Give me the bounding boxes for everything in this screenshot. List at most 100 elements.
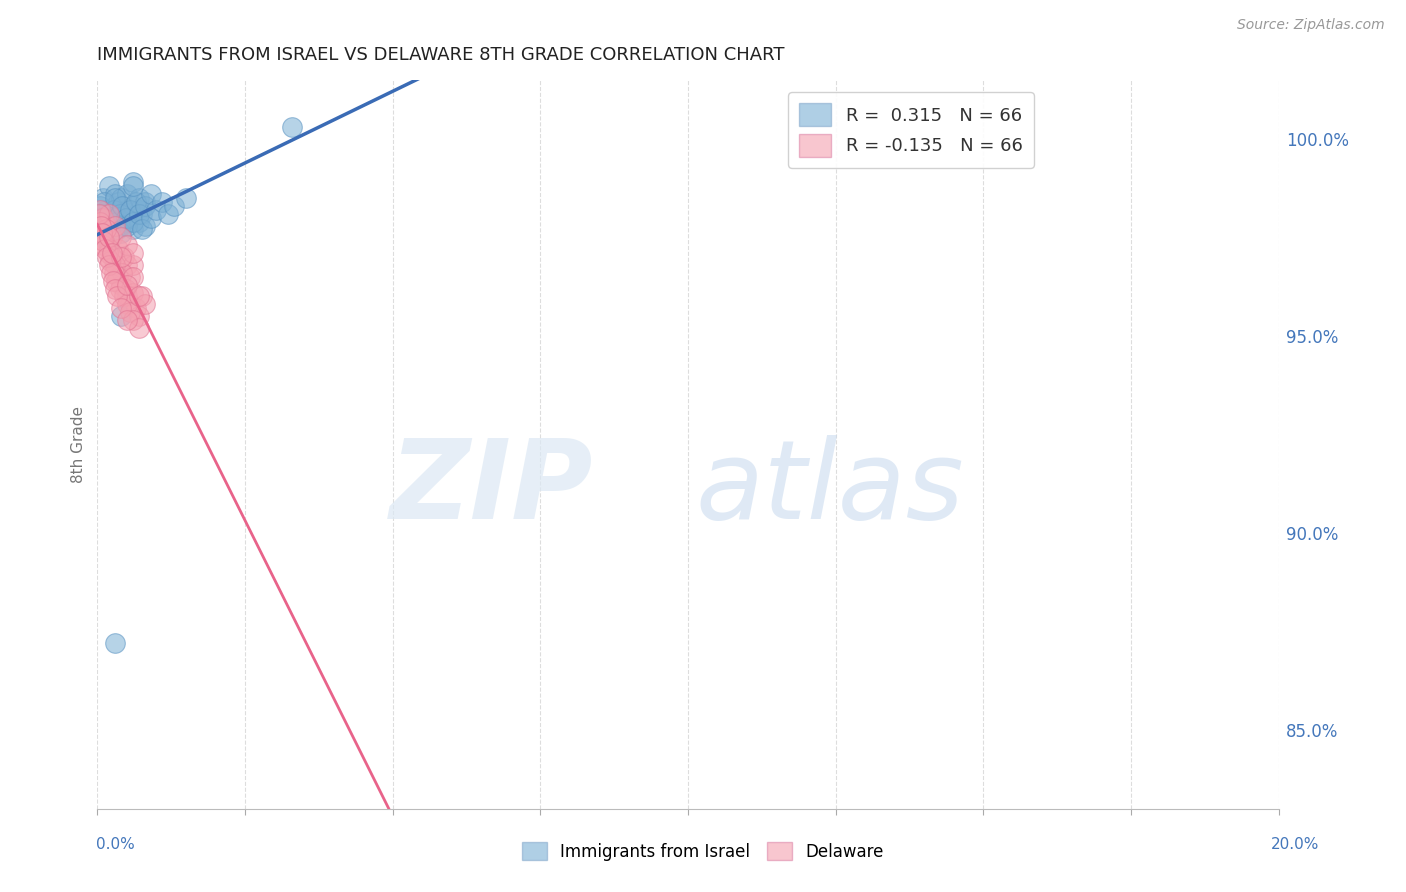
Point bbox=[96, 202, 118, 217]
Point bbox=[131, 222, 153, 236]
Point bbox=[112, 250, 135, 264]
Point bbox=[104, 191, 127, 205]
Point bbox=[101, 230, 124, 244]
Point bbox=[96, 219, 118, 233]
Point bbox=[97, 211, 120, 225]
Point bbox=[110, 309, 132, 323]
Point bbox=[104, 199, 127, 213]
Point bbox=[101, 246, 124, 260]
Point bbox=[110, 277, 132, 292]
Point bbox=[114, 211, 136, 225]
Point bbox=[107, 242, 129, 256]
Point bbox=[139, 186, 162, 201]
Point bbox=[104, 258, 127, 272]
Legend: R =  0.315   N = 66, R = -0.135   N = 66: R = 0.315 N = 66, R = -0.135 N = 66 bbox=[787, 93, 1033, 168]
Point bbox=[115, 297, 138, 311]
Point bbox=[101, 227, 124, 241]
Text: IMMIGRANTS FROM ISRAEL VS DELAWARE 8TH GRADE CORRELATION CHART: IMMIGRANTS FROM ISRAEL VS DELAWARE 8TH G… bbox=[97, 46, 785, 64]
Point bbox=[131, 207, 153, 221]
Point bbox=[98, 254, 121, 268]
Point bbox=[101, 207, 124, 221]
Point bbox=[121, 285, 143, 300]
Point bbox=[110, 250, 132, 264]
Point bbox=[118, 297, 141, 311]
Point bbox=[115, 214, 138, 228]
Point bbox=[145, 202, 167, 217]
Point bbox=[128, 309, 150, 323]
Point bbox=[108, 282, 131, 296]
Point bbox=[118, 202, 141, 217]
Point bbox=[91, 227, 114, 241]
Y-axis label: 8th Grade: 8th Grade bbox=[72, 406, 86, 483]
Point bbox=[115, 258, 138, 272]
Point bbox=[121, 258, 143, 272]
Point bbox=[110, 191, 132, 205]
Point bbox=[115, 202, 138, 217]
Point bbox=[115, 313, 138, 327]
Point bbox=[104, 258, 127, 272]
Point bbox=[91, 235, 114, 249]
Point bbox=[121, 269, 143, 284]
Point bbox=[94, 242, 117, 256]
Point bbox=[118, 305, 141, 319]
Point bbox=[111, 266, 134, 280]
Point bbox=[93, 214, 115, 228]
Point bbox=[104, 219, 127, 233]
Point bbox=[91, 211, 114, 225]
Point bbox=[128, 202, 150, 217]
Point bbox=[115, 238, 138, 252]
Point bbox=[91, 227, 114, 241]
Point bbox=[115, 186, 138, 201]
Point bbox=[97, 246, 120, 260]
Point bbox=[118, 269, 141, 284]
Point bbox=[98, 238, 121, 252]
Point bbox=[90, 211, 112, 225]
Point bbox=[93, 194, 115, 209]
Point bbox=[105, 214, 128, 228]
Point bbox=[91, 219, 114, 233]
Point bbox=[91, 191, 114, 205]
Point bbox=[89, 214, 111, 228]
Point bbox=[91, 219, 114, 233]
Point bbox=[98, 242, 121, 256]
Point bbox=[134, 194, 156, 209]
Point bbox=[107, 194, 129, 209]
Point bbox=[104, 214, 127, 228]
Point bbox=[101, 274, 124, 288]
Point bbox=[107, 222, 129, 236]
Point bbox=[98, 207, 121, 221]
Point bbox=[89, 211, 111, 225]
Text: Source: ZipAtlas.com: Source: ZipAtlas.com bbox=[1237, 19, 1385, 32]
Text: ZIP: ZIP bbox=[389, 434, 593, 541]
Point bbox=[96, 222, 118, 236]
Point bbox=[121, 175, 143, 189]
Point bbox=[128, 191, 150, 205]
Point bbox=[134, 297, 156, 311]
Point bbox=[91, 207, 114, 221]
Point bbox=[91, 227, 114, 241]
Point bbox=[105, 274, 128, 288]
Point bbox=[98, 179, 121, 194]
Point bbox=[89, 199, 111, 213]
Point bbox=[96, 250, 118, 264]
Point bbox=[128, 321, 150, 335]
Point bbox=[103, 202, 125, 217]
Point bbox=[89, 202, 111, 217]
Point bbox=[93, 235, 115, 249]
Point bbox=[105, 289, 128, 303]
Point bbox=[108, 207, 131, 221]
Point bbox=[125, 194, 148, 209]
Point bbox=[89, 207, 111, 221]
Point bbox=[89, 227, 111, 241]
Point bbox=[98, 230, 121, 244]
Point bbox=[91, 238, 114, 252]
Point bbox=[134, 219, 156, 233]
Point bbox=[118, 211, 141, 225]
Text: 20.0%: 20.0% bbox=[1271, 838, 1319, 852]
Point bbox=[98, 258, 121, 272]
Point bbox=[111, 199, 134, 213]
Point bbox=[115, 277, 138, 292]
Point bbox=[90, 219, 112, 233]
Point bbox=[110, 254, 132, 268]
Text: atlas: atlas bbox=[696, 434, 965, 541]
